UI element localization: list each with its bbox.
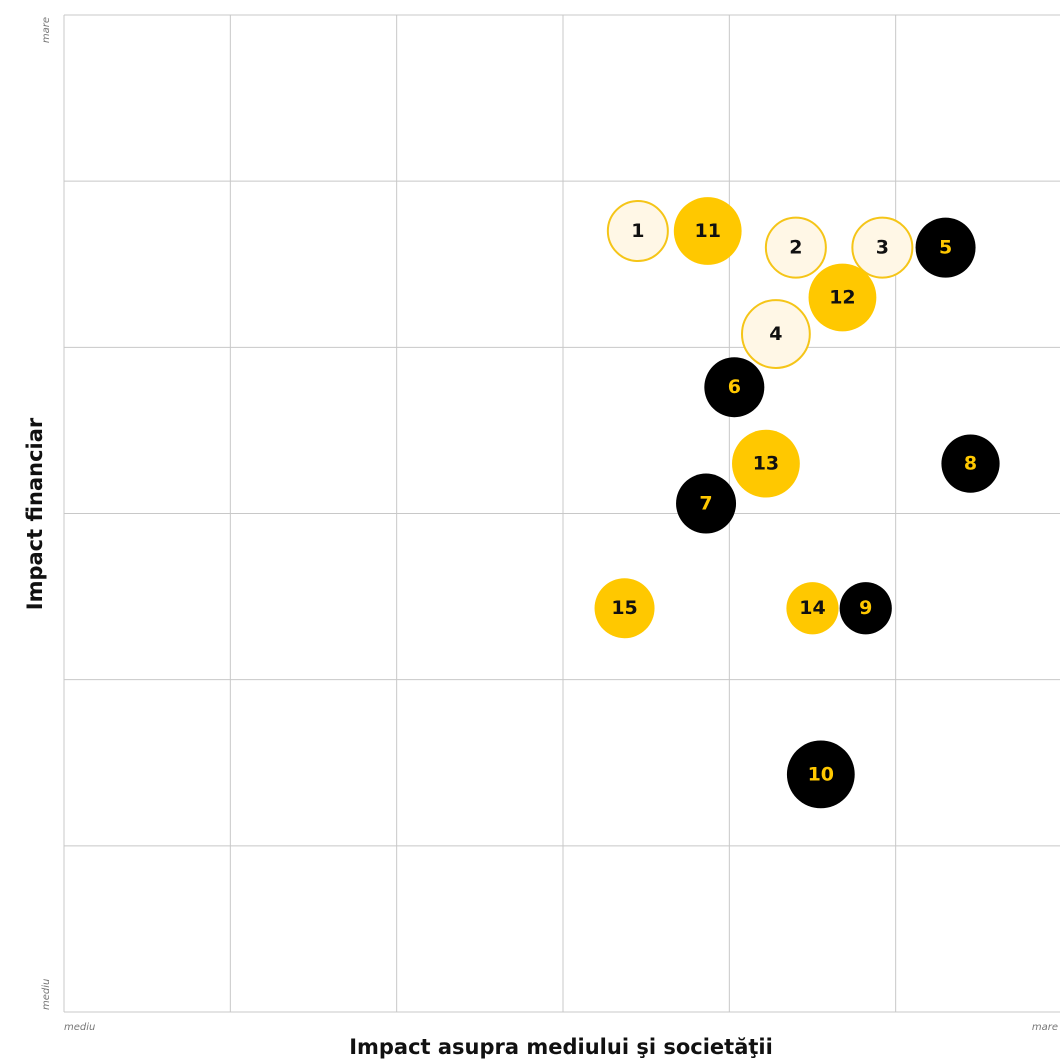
bubble-label: 1 bbox=[631, 220, 644, 242]
bubble-marker bbox=[606, 200, 669, 263]
bubble-marker bbox=[786, 740, 855, 809]
data-point-14: 14 bbox=[786, 582, 839, 635]
bubble-marker bbox=[741, 299, 811, 369]
y-axis-max-label: mare bbox=[41, 17, 52, 43]
data-point-13: 13 bbox=[732, 429, 800, 498]
data-point-5: 5 bbox=[915, 217, 976, 278]
bubble-marker bbox=[764, 216, 827, 279]
bubble-label: 2 bbox=[789, 237, 802, 259]
bubble-label: 14 bbox=[799, 597, 825, 619]
bubble-label: 11 bbox=[694, 220, 720, 242]
bubble-marker bbox=[839, 582, 892, 635]
bubble-marker bbox=[594, 578, 655, 639]
bubble-label: 5 bbox=[939, 237, 952, 259]
bubble-marker bbox=[786, 582, 839, 635]
bubble-label: 4 bbox=[769, 323, 782, 345]
x-axis-min-label: mediu bbox=[64, 1022, 95, 1033]
data-point-1: 1 bbox=[606, 200, 669, 263]
bubble-marker bbox=[941, 434, 1000, 493]
bubble-label: 9 bbox=[859, 597, 872, 619]
bubble-label: 8 bbox=[964, 453, 977, 475]
data-point-11: 11 bbox=[673, 197, 742, 265]
x-axis-max-label: mare bbox=[1032, 1022, 1058, 1033]
bubble-label: 6 bbox=[728, 376, 741, 398]
bubble-label: 7 bbox=[699, 493, 712, 515]
bubble-marker bbox=[732, 429, 800, 498]
data-point-2: 2 bbox=[764, 216, 827, 279]
data-point-12: 12 bbox=[808, 263, 877, 332]
bubble-label: 12 bbox=[829, 286, 855, 308]
bubble-marker bbox=[851, 216, 914, 279]
data-point-9: 9 bbox=[839, 582, 892, 635]
bubble-marker bbox=[915, 217, 976, 278]
y-axis-title: Impact financiar bbox=[23, 417, 47, 610]
bubble-label: 3 bbox=[876, 237, 889, 259]
bubble-label: 13 bbox=[753, 453, 779, 475]
data-point-3: 3 bbox=[851, 216, 914, 279]
data-point-6: 6 bbox=[704, 357, 765, 418]
data-point-8: 8 bbox=[941, 434, 1000, 493]
bubble-label: 10 bbox=[808, 763, 834, 785]
data-point-10: 10 bbox=[786, 740, 855, 809]
x-axis-title: Impact asupra mediului şi societăţii bbox=[349, 1035, 773, 1059]
data-point-15: 15 bbox=[594, 578, 655, 639]
chart-grid bbox=[63, 14, 1060, 1013]
bubble-marker bbox=[704, 357, 765, 418]
data-point-7: 7 bbox=[676, 473, 737, 534]
bubble-marker bbox=[808, 263, 877, 332]
data-point-4: 4 bbox=[741, 299, 811, 369]
y-axis-min-label: mediu bbox=[41, 979, 52, 1010]
bubble-label: 15 bbox=[611, 597, 637, 619]
bubble-marker bbox=[673, 197, 742, 265]
bubble-marker bbox=[676, 473, 737, 534]
